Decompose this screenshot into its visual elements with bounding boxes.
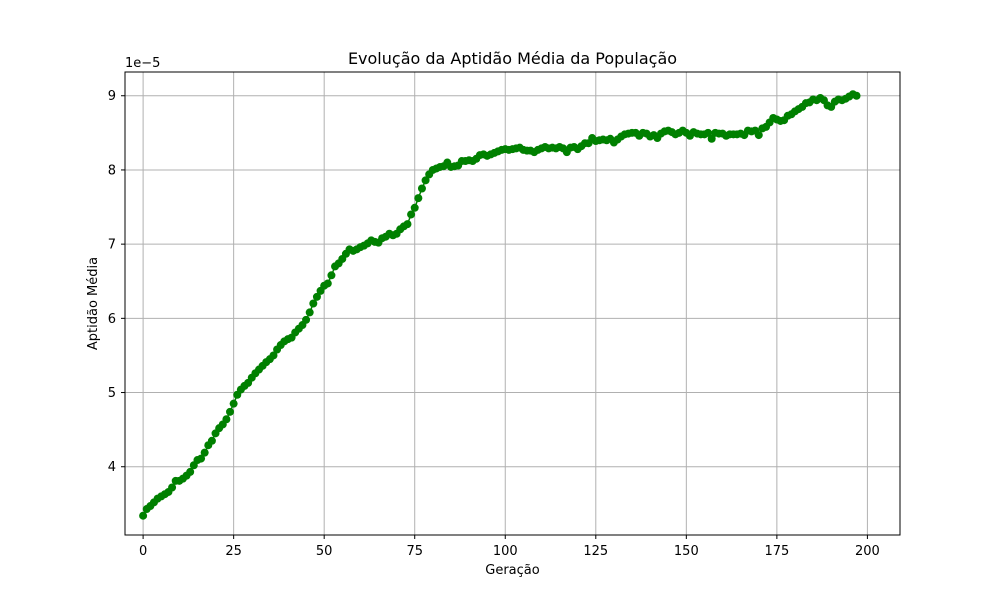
y-tick-label: 5	[108, 386, 116, 401]
y-tick-label: 9	[108, 89, 116, 104]
data-point	[302, 315, 311, 324]
data-point	[403, 220, 412, 229]
data-point	[704, 128, 713, 137]
data-point	[410, 203, 419, 212]
data-point	[197, 454, 206, 463]
data-point	[186, 467, 195, 476]
data-point	[226, 407, 235, 416]
y-tick-label: 7	[108, 238, 116, 253]
data-point	[707, 134, 716, 143]
series-line	[142, 93, 857, 517]
x-tick-label: 25	[225, 544, 242, 559]
y-axis-label: Aptidão Média	[86, 257, 101, 350]
y-ticks: 4 5 6 7 8 9	[108, 89, 125, 475]
x-tick-label: 175	[764, 544, 789, 559]
x-tick-label: 0	[139, 544, 147, 559]
data-point	[312, 292, 321, 301]
grid	[125, 72, 900, 535]
data-point	[417, 184, 426, 193]
x-ticks: 0 25 50 75 100 125 150 175 200	[139, 535, 880, 559]
data-point	[168, 483, 177, 492]
data-point	[323, 279, 332, 288]
x-tick-label: 125	[583, 544, 608, 559]
y-tick-label: 8	[108, 163, 116, 178]
x-tick-label: 100	[493, 544, 518, 559]
data-point	[200, 448, 209, 457]
x-tick-label: 75	[406, 544, 423, 559]
x-tick-label: 150	[674, 544, 699, 559]
data-point	[421, 176, 430, 185]
data-point	[327, 271, 336, 280]
data-point	[222, 415, 231, 424]
y-offset-text: 1e−5	[125, 56, 160, 71]
axes-frame	[124, 71, 901, 536]
x-axis-label: Geração	[485, 563, 539, 578]
x-tick-label: 200	[855, 544, 880, 559]
data-point	[852, 91, 861, 100]
data-point	[139, 511, 148, 520]
y-tick-label: 4	[108, 460, 116, 475]
data-point	[207, 436, 216, 445]
data-point	[269, 351, 278, 360]
series-group	[139, 90, 861, 520]
y-tick-label: 6	[108, 312, 116, 327]
data-point	[309, 299, 318, 308]
chart-title: Evolução da Aptidão Média da População	[348, 49, 677, 68]
data-point	[754, 131, 763, 140]
data-point	[229, 399, 238, 408]
data-point	[414, 194, 423, 203]
x-tick-label: 50	[316, 544, 333, 559]
data-point	[305, 308, 314, 317]
data-point	[407, 210, 416, 219]
